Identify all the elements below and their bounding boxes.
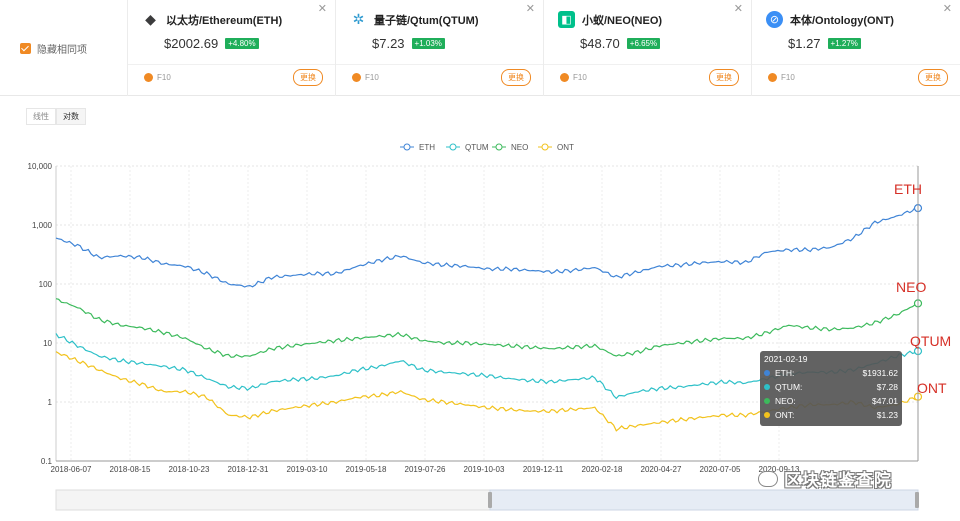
- coin-name: 以太坊/Ethereum(ETH): [166, 14, 283, 27]
- legend-item-eth: ETH: [419, 143, 435, 152]
- tooltip-value: $47.01: [872, 396, 898, 406]
- compare-bar: 隐藏相同项 ◆ 以太坊/Ethereum(ETH) ✕ $2002.69 +4.…: [0, 0, 960, 96]
- wechat-icon: [758, 470, 778, 487]
- f10-icon: [144, 73, 153, 82]
- price-chart[interactable]: ETH QTUM NEO ONT 10,000 1,000 100 10 1 0.1 2018-…: [0, 130, 960, 521]
- tooltip-box: [760, 351, 902, 426]
- tooltip-label: ETH:: [775, 368, 794, 378]
- swap-button[interactable]: 更换: [709, 69, 739, 86]
- legend-item-qtum: QTUM: [465, 143, 489, 152]
- scale-toggle: 线性 对数: [26, 108, 86, 125]
- close-icon[interactable]: ✕: [942, 3, 952, 15]
- qtum-icon: ✲: [350, 11, 367, 28]
- f10-icon: [768, 73, 777, 82]
- close-icon[interactable]: ✕: [317, 3, 327, 15]
- x-tick-label: 2020-04-27: [641, 465, 682, 474]
- y-tick-label: 1: [48, 398, 53, 407]
- tooltip-value: $1931.62: [863, 368, 899, 378]
- tooltip-value: $7.28: [877, 382, 899, 392]
- f10-link[interactable]: F10: [560, 73, 587, 82]
- coin-card-neo: ◧ 小蚁/NEO(NEO) ✕ $48.70 +6.65% F10 更换: [544, 0, 752, 96]
- legend-marker: [495, 143, 503, 151]
- coin-price: $48.70: [580, 36, 620, 51]
- zoom-handle-right[interactable]: [915, 492, 919, 508]
- y-tick-label: 1,000: [32, 221, 53, 230]
- x-tick-label: 2019-12-11: [523, 465, 564, 474]
- coin-card-ont: ⊘ 本体/Ontology(ONT) ✕ $1.27 +1.27% F10 更换: [752, 0, 960, 96]
- ontology-icon: ⊘: [766, 11, 783, 28]
- coin-price: $1.27: [788, 36, 821, 51]
- series-line-neo: [55, 298, 919, 358]
- tooltip-dot: [764, 370, 770, 376]
- coin-name: 本体/Ontology(ONT): [790, 14, 894, 27]
- coin-price: $2002.69: [164, 36, 219, 51]
- x-tick-label: 2019-07-26: [405, 465, 446, 474]
- annotation-ont: ONT: [917, 380, 947, 396]
- f10-link[interactable]: F10: [352, 73, 379, 82]
- x-tick-label: 2018-10-23: [169, 465, 210, 474]
- neo-icon: ◧: [558, 11, 575, 28]
- checkbox-checked-icon[interactable]: [20, 42, 31, 54]
- annotation-eth: ETH: [894, 181, 922, 197]
- change-badge: +4.80%: [225, 38, 259, 49]
- swap-button[interactable]: 更换: [501, 69, 531, 86]
- tooltip-dot: [764, 384, 770, 390]
- coin-name: 量子链/Qtum(QTUM): [374, 14, 479, 27]
- watermark: 区块链鉴查院: [758, 466, 892, 491]
- y-tick-label: 10,000: [28, 162, 53, 171]
- tooltip-label: NEO:: [775, 396, 796, 406]
- close-icon[interactable]: ✕: [525, 3, 535, 15]
- legend-marker: [541, 143, 549, 151]
- tooltip-dot: [764, 412, 770, 418]
- f10-icon: [560, 73, 569, 82]
- x-tick-label: 2020-02-18: [582, 465, 623, 474]
- tooltip-value: $1.23: [877, 410, 899, 420]
- hide-same-label: 隐藏相同项: [37, 44, 87, 56]
- x-tick-label: 2018-12-31: [228, 465, 269, 474]
- x-tick-label: 2018-08-15: [110, 465, 151, 474]
- x-tick-label: 2019-05-18: [346, 465, 387, 474]
- x-tick-label: 2020-09-13: [759, 465, 800, 474]
- y-tick-label: 10: [43, 339, 52, 348]
- tooltip-date: 2021-02-19: [764, 354, 808, 364]
- change-badge: +6.65%: [626, 38, 661, 49]
- legend-marker: [403, 143, 411, 151]
- tooltip-label: QTUM:: [775, 382, 802, 392]
- ethereum-icon: ◆: [142, 11, 159, 28]
- swap-button[interactable]: 更换: [293, 69, 323, 86]
- annotation-neo: NEO: [896, 279, 926, 295]
- legend-item-neo: NEO: [511, 143, 528, 152]
- f10-icon: [352, 73, 361, 82]
- f10-link[interactable]: F10: [144, 73, 171, 82]
- log-scale-tab[interactable]: 对数: [56, 108, 86, 125]
- change-badge: +1.27%: [827, 38, 861, 49]
- zoom-selection: [489, 489, 919, 511]
- x-tick-label: 2019-03-10: [287, 465, 328, 474]
- watermark-text: 区块链鉴查院: [784, 471, 892, 490]
- x-tick-label: 2019-10-03: [464, 465, 505, 474]
- coin-card-qtum: ✲ 量子链/Qtum(QTUM) ✕ $7.23 +1.03% F10 更换: [336, 0, 544, 96]
- x-tick-label: 2018-06-07: [51, 465, 92, 474]
- coin-name: 小蚁/NEO(NEO): [582, 14, 663, 27]
- x-tick-label: 2020-07-05: [700, 465, 741, 474]
- zoom-handle-left[interactable]: [488, 492, 492, 508]
- change-badge: +1.03%: [411, 38, 445, 49]
- swap-button[interactable]: 更换: [918, 69, 948, 86]
- coin-card-eth: ◆ 以太坊/Ethereum(ETH) ✕ $2002.69 +4.80% F1…: [128, 0, 336, 96]
- tooltip-dot: [764, 398, 770, 404]
- tooltip-label: ONT:: [775, 410, 794, 420]
- legend-item-ont: ONT: [557, 143, 574, 152]
- y-tick-label: 0.1: [41, 457, 53, 466]
- annotation-qtum: QTUM: [910, 333, 951, 349]
- y-tick-label: 100: [39, 280, 53, 289]
- linear-scale-tab[interactable]: 线性: [26, 108, 56, 125]
- series-line-eth: [55, 206, 919, 288]
- f10-link[interactable]: F10: [768, 73, 795, 82]
- hide-same-toggle[interactable]: 隐藏相同项: [0, 0, 128, 96]
- coin-price: $7.23: [372, 36, 405, 51]
- legend-marker: [449, 143, 457, 151]
- close-icon[interactable]: ✕: [733, 3, 743, 15]
